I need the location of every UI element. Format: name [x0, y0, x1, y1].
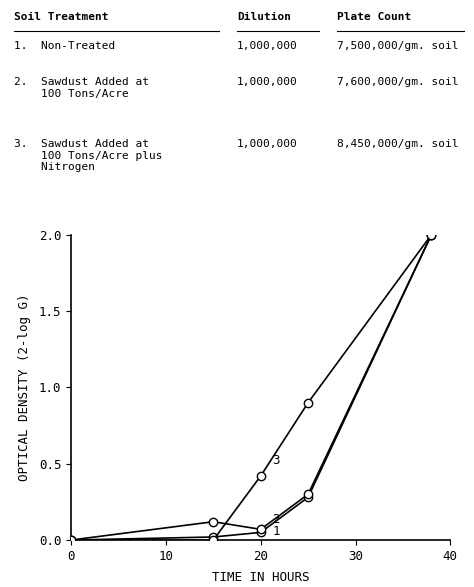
Text: 7,600,000/gm. soil: 7,600,000/gm. soil [337, 77, 459, 87]
Text: 2.  Sawdust Added at
    100 Tons/Acre: 2. Sawdust Added at 100 Tons/Acre [14, 77, 149, 99]
Text: 1: 1 [272, 525, 280, 538]
Text: 3.  Sawdust Added at
    100 Tons/Acre plus
    Nitrogen: 3. Sawdust Added at 100 Tons/Acre plus N… [14, 139, 163, 173]
Text: 1,000,000: 1,000,000 [237, 77, 298, 87]
Text: 1,000,000: 1,000,000 [237, 41, 298, 50]
Text: 1,000,000: 1,000,000 [237, 139, 298, 149]
X-axis label: TIME IN HOURS: TIME IN HOURS [212, 571, 310, 584]
Text: 8,450,000/gm. soil: 8,450,000/gm. soil [337, 139, 459, 149]
Text: Plate Count: Plate Count [337, 12, 411, 22]
Text: 1.  Non-Treated: 1. Non-Treated [14, 41, 115, 50]
Text: Soil Treatment: Soil Treatment [14, 12, 109, 22]
Text: Dilution: Dilution [237, 12, 291, 22]
Text: 7,500,000/gm. soil: 7,500,000/gm. soil [337, 41, 459, 50]
Text: 2: 2 [272, 513, 280, 527]
Text: 3: 3 [272, 454, 280, 467]
Y-axis label: OPTICAL DENSITY (2-log G): OPTICAL DENSITY (2-log G) [18, 294, 30, 481]
